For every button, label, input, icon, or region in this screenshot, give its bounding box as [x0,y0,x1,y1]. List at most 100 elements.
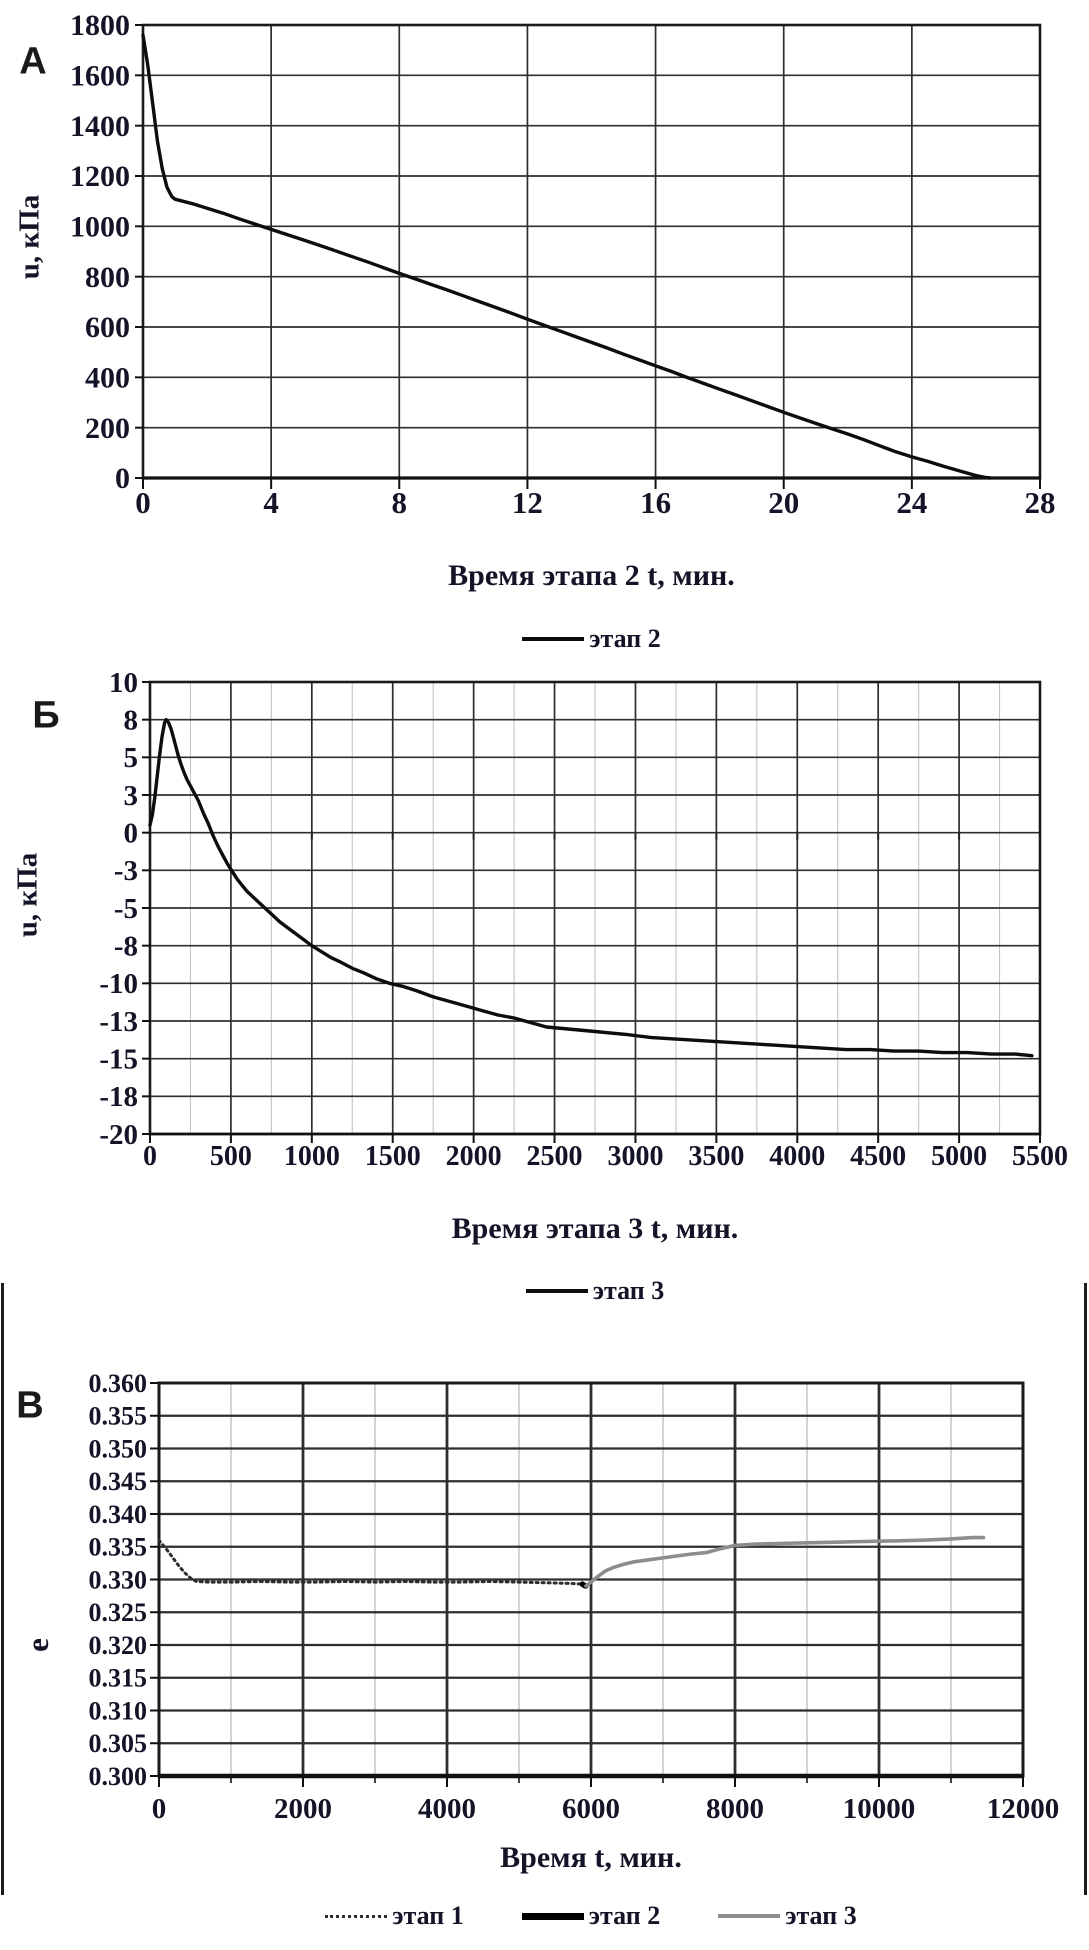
x-tick-label: 4 [263,485,279,520]
y-tick-label: 0.340 [89,1500,148,1529]
legend-item: этап 3 [525,1276,665,1306]
y-tick-label: -18 [99,1081,138,1113]
x-tick-label: 0 [135,485,151,520]
x-tick-label: 16 [640,485,671,520]
x-tick-label: 4500 [850,1141,906,1172]
y-tick-label: 0 [115,462,130,495]
y-tick-label: 3 [124,780,139,812]
y-tick-label: 0.320 [89,1631,148,1660]
y-tick-label: -15 [99,1044,138,1076]
y-tick-label: 200 [85,412,130,445]
x-tick-label: 12000 [987,1793,1060,1825]
chart-v-x-axis-title: Время t, мин. [500,1841,682,1874]
x-tick-label: 5000 [931,1141,987,1172]
panel-label-a: А [19,40,47,83]
y-tick-label: -20 [99,1119,138,1151]
x-tick-label: 4000 [418,1793,476,1825]
y-tick-label: 0.350 [89,1434,148,1463]
chart-b-legend: этап 3 [150,1274,1040,1308]
legend-label: этап 3 [785,1901,857,1930]
x-tick-label: 24 [896,485,927,520]
x-tick-label: 2000 [446,1141,502,1172]
chart-v-legend: этап 1 этап 2 этап 3 [159,1899,1023,1933]
y-tick-label: 0.315 [89,1664,148,1693]
x-tick-label: 5500 [1012,1141,1068,1172]
x-tick-label: 2500 [527,1141,583,1172]
y-tick-label: 8 [124,705,139,737]
x-tick-label: 3000 [607,1141,663,1172]
legend-label: этап 2 [588,1901,661,1930]
x-tick-label: 3500 [688,1141,744,1172]
y-tick-label: 0 [124,818,139,850]
y-tick-label: 1400 [70,110,130,143]
x-tick-label: 0 [152,1793,167,1825]
y-tick-label: 1800 [70,9,130,42]
x-tick-label: 12 [512,485,543,520]
x-tick-label: 8000 [706,1793,764,1825]
legend-line-sample [522,637,585,641]
legend-label: этап 1 [392,1901,464,1930]
legend-item: этап 2 [522,624,661,654]
y-tick-label: -13 [99,1006,138,1038]
panel-label-v: В [16,1384,44,1427]
figure-right-border [1084,1283,1087,1895]
y-tick-label: 0.355 [89,1402,148,1431]
y-tick-label: 0.300 [89,1762,148,1791]
y-tick-label: 0.330 [89,1565,148,1594]
chart-a-y-axis-title: u, кПа [13,194,46,280]
panel-label-b: Б [32,694,60,737]
x-tick-label: 28 [1025,485,1056,520]
chart-v-plot: 0.360 0.355 0.350 0.345 0.340 0.335 0.330 0.325… [89,1369,1060,1825]
series-этап-3 [584,1535,986,1588]
chart-a-legend: этап 2 [143,622,1040,656]
legend-label: этап 3 [592,1276,665,1305]
legend-item: этап 3 [718,1901,857,1931]
x-tick-label: 4000 [769,1141,825,1172]
y-tick-label: 0.360 [89,1369,148,1398]
x-tick-label: 10000 [843,1793,916,1825]
legend-item: этап 1 [325,1901,464,1931]
chart-a-x-axis-title: Время этапа 2 t, мин. [448,559,735,592]
legend-line-sample [325,1914,388,1918]
legend-line-sample [521,1912,584,1920]
legend-line-sample [525,1289,588,1293]
y-tick-label: 600 [85,311,130,344]
x-tick-label: 8 [392,485,408,520]
legend-item: этап 2 [521,1901,661,1931]
y-tick-label: -3 [114,855,138,887]
chart-a-plot: 1800 1600 1400 1200 1000 800 600 400 200 00 4 8 12 16… [70,9,1056,520]
y-tick-label: 0.325 [89,1598,148,1627]
chart-b-y-axis-title: u, кПа [11,852,44,938]
y-tick-label: 0.305 [89,1729,148,1758]
x-tick-label: 20 [768,485,799,520]
y-tick-label: 1200 [70,160,130,193]
legend-line-sample [718,1914,781,1918]
x-tick-label: 0 [143,1141,157,1172]
y-tick-label: 400 [85,362,130,395]
y-tick-label: -5 [114,893,138,925]
y-tick-label: 0.345 [89,1467,148,1496]
legend-label: этап 2 [589,624,661,653]
y-tick-label: 0.335 [89,1533,148,1562]
series-этап-3 [148,717,1034,1058]
chart-b-x-axis-title: Время этапа 3 t, мин. [451,1212,739,1245]
chart-v-y-axis-title: е [20,1638,55,1652]
y-tick-label: 5 [124,742,139,774]
y-tick-label: 10 [109,667,138,699]
figure-left-border [1,1283,4,1895]
x-tick-label: 1000 [284,1141,340,1172]
y-tick-label: -10 [99,968,138,1000]
series-этап-1 [157,1538,584,1586]
x-tick-label: 6000 [562,1793,620,1825]
plot-border [141,23,1042,480]
x-tick-label: 500 [210,1141,252,1172]
y-tick-label: 800 [85,261,130,294]
y-tick-label: 1000 [70,211,130,244]
x-tick-label: 1500 [365,1141,421,1172]
y-tick-label: -8 [114,931,138,963]
y-tick-label: 1600 [70,60,130,93]
y-tick-label: 0.310 [89,1696,148,1725]
series-этап-2 [141,33,992,480]
